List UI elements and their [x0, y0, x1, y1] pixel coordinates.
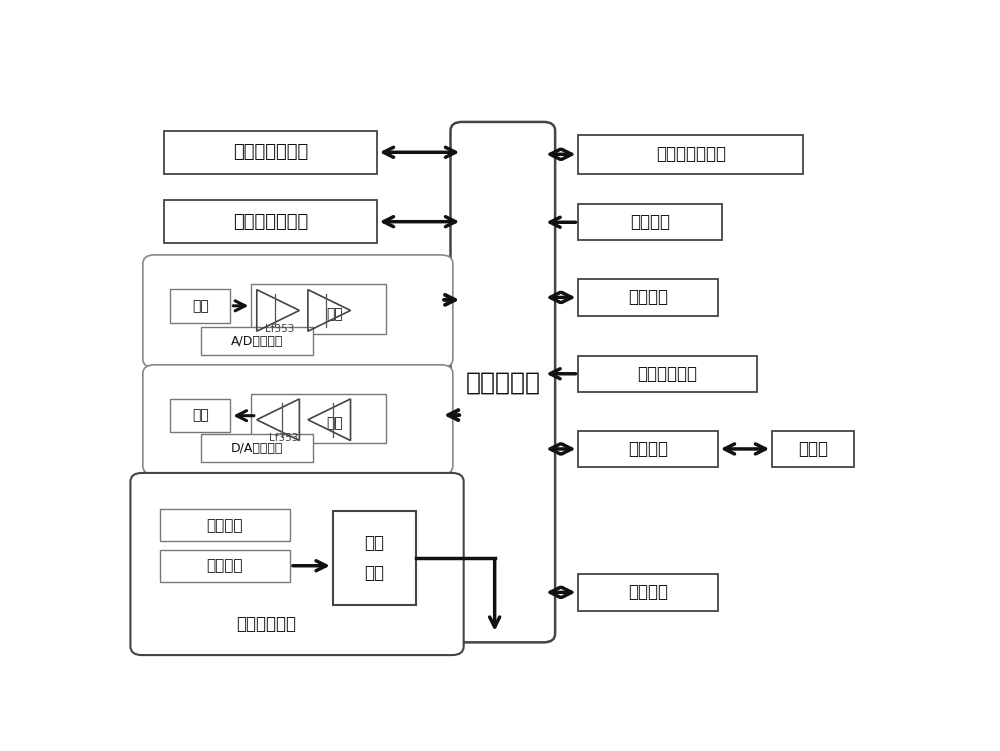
- Text: 脚闸信号: 脚闸信号: [207, 517, 243, 532]
- Text: 显示模块: 显示模块: [628, 584, 668, 602]
- Text: 校准选择控制: 校准选择控制: [638, 365, 698, 383]
- FancyBboxPatch shape: [578, 134, 803, 174]
- FancyBboxPatch shape: [201, 434, 313, 462]
- FancyBboxPatch shape: [333, 511, 416, 605]
- Text: 滤波: 滤波: [192, 299, 209, 313]
- FancyBboxPatch shape: [578, 279, 718, 315]
- Text: A/D采集模块: A/D采集模块: [231, 335, 283, 348]
- Text: Lf353: Lf353: [265, 324, 295, 334]
- Text: 存储模块: 存储模块: [628, 288, 668, 306]
- FancyBboxPatch shape: [130, 473, 464, 655]
- FancyBboxPatch shape: [164, 131, 377, 174]
- Text: 灯丝板控制模块: 灯丝板控制模块: [656, 145, 726, 163]
- Text: 曝光控制模块: 曝光控制模块: [236, 615, 296, 633]
- Text: 电平
转换: 电平 转换: [365, 535, 385, 581]
- Text: 手闸信号: 手闸信号: [207, 558, 243, 573]
- Text: 缩小: 缩小: [326, 307, 343, 321]
- FancyBboxPatch shape: [160, 509, 290, 541]
- FancyBboxPatch shape: [143, 255, 453, 368]
- Text: 通信模块: 通信模块: [628, 440, 668, 458]
- FancyBboxPatch shape: [772, 431, 854, 467]
- Text: 逆变板控制模块: 逆变板控制模块: [233, 213, 308, 231]
- FancyBboxPatch shape: [578, 204, 722, 240]
- Text: Lf353: Lf353: [269, 433, 299, 443]
- Text: 微控制系统: 微控制系统: [465, 370, 540, 394]
- Text: 计算机: 计算机: [798, 440, 828, 458]
- Text: 滤波: 滤波: [192, 409, 209, 423]
- FancyBboxPatch shape: [170, 399, 230, 433]
- FancyBboxPatch shape: [143, 365, 453, 475]
- FancyBboxPatch shape: [578, 574, 718, 611]
- Text: 开关电源: 开关电源: [630, 213, 670, 231]
- Text: 旋阳板控制模块: 旋阳板控制模块: [233, 143, 308, 161]
- FancyBboxPatch shape: [160, 550, 290, 581]
- FancyBboxPatch shape: [170, 289, 230, 323]
- FancyBboxPatch shape: [450, 122, 555, 642]
- FancyBboxPatch shape: [251, 285, 386, 333]
- Text: D/A控制模块: D/A控制模块: [231, 442, 283, 454]
- Text: 放大: 放大: [326, 416, 343, 430]
- FancyBboxPatch shape: [164, 200, 377, 243]
- FancyBboxPatch shape: [578, 355, 757, 392]
- FancyBboxPatch shape: [251, 394, 386, 443]
- FancyBboxPatch shape: [578, 431, 718, 467]
- FancyBboxPatch shape: [201, 327, 313, 355]
